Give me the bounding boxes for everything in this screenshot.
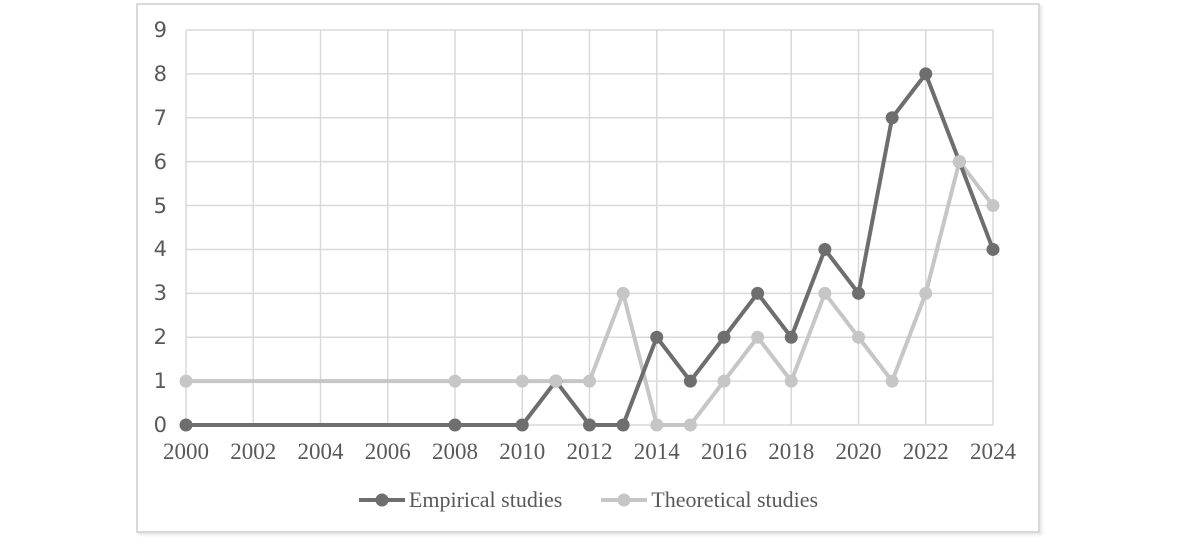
- empirical-studies-marker: [784, 330, 798, 344]
- theoretical-studies-marker: [616, 286, 630, 300]
- theoretical-studies-marker: [952, 155, 966, 169]
- x-tick-label: 2020: [835, 439, 882, 464]
- plot-area: [179, 29, 1000, 432]
- empirical-studies-marker: [650, 330, 664, 344]
- chart-figure: 0 1 2 3 4 5 6 7 8 9 2000 2002 2004 2006 2008 2010 2012 2…: [136, 3, 1040, 533]
- y-tick-label: 8: [153, 61, 167, 86]
- y-tick-label: 2: [153, 325, 167, 350]
- legend-line-marker-icon: [358, 493, 405, 507]
- empirical-studies-marker: [919, 67, 933, 81]
- empirical-studies-marker: [885, 111, 899, 125]
- theoretical-studies-marker: [515, 374, 529, 388]
- x-tick-label: 2024: [970, 439, 1016, 464]
- theoretical-studies-marker: [784, 374, 798, 388]
- theoretical-studies-marker: [986, 199, 1000, 213]
- y-tick-label: 0: [153, 413, 167, 437]
- theoretical-studies-marker: [751, 330, 765, 344]
- empirical-studies-marker: [986, 242, 1000, 256]
- y-tick-label: 5: [153, 193, 167, 218]
- x-axis-labels: 2000 2002 2004 2006 2008 2010 2012 2014 2016 2018…: [138, 5, 1038, 531]
- theoretical-studies-marker: [683, 418, 697, 432]
- x-tick-label: 2012: [566, 439, 613, 464]
- legend-line-marker-icon: [601, 493, 648, 507]
- x-tick-label: 2006: [364, 439, 411, 464]
- theoretical-studies-marker: [919, 286, 933, 300]
- theoretical-studies-marker: [717, 374, 731, 388]
- theoretical-studies-marker: [583, 374, 596, 388]
- theoretical-studies-marker: [448, 374, 462, 388]
- y-tick-label: 9: [153, 18, 167, 42]
- theoretical-studies-marker: [549, 374, 563, 388]
- legend-item-empirical-studies: Empirical studies: [358, 487, 562, 513]
- x-tick-label: 2016: [701, 439, 747, 464]
- empirical-studies-marker: [515, 418, 529, 432]
- y-axis-labels: 0 1 2 3 4 5 6 7 8 9: [138, 5, 170, 531]
- legend-label: Empirical studies: [408, 487, 563, 512]
- theoretical-studies-marker: [818, 286, 832, 300]
- x-tick-label: 2000: [163, 439, 209, 464]
- x-tick-label: 2002: [230, 439, 277, 464]
- x-tick-label: 2008: [432, 439, 478, 464]
- theoretical-studies-marker: [650, 418, 664, 432]
- legend-item-theoretical-studies: Theoretical studies: [600, 487, 818, 513]
- theoretical-studies-marker: [885, 374, 899, 388]
- empirical-studies-marker: [818, 242, 832, 256]
- x-tick-label: 2010: [499, 439, 546, 464]
- y-tick-label: 7: [153, 105, 167, 130]
- x-tick-label: 2014: [633, 439, 680, 464]
- empirical-studies-marker: [852, 286, 865, 300]
- y-tick-label: 6: [153, 149, 167, 174]
- theoretical-studies-marker: [179, 374, 193, 388]
- legend-label: Theoretical studies: [651, 487, 819, 512]
- y-tick-label: 1: [153, 369, 167, 394]
- empirical-studies-marker: [583, 418, 596, 432]
- empirical-studies-marker: [179, 418, 193, 432]
- y-tick-label: 4: [153, 237, 167, 262]
- x-tick-label: 2004: [297, 439, 344, 464]
- theoretical-studies-marker: [852, 330, 865, 344]
- empirical-studies-marker: [751, 286, 765, 300]
- empirical-studies-marker: [683, 374, 697, 388]
- x-tick-label: 2018: [768, 439, 815, 464]
- y-tick-label: 3: [153, 281, 167, 306]
- legend: Empirical studies Theoretical studies: [138, 485, 1038, 515]
- empirical-studies-marker: [448, 418, 462, 432]
- empirical-studies-marker: [717, 330, 731, 344]
- empirical-studies-marker: [616, 418, 630, 432]
- x-tick-label: 2022: [902, 439, 949, 464]
